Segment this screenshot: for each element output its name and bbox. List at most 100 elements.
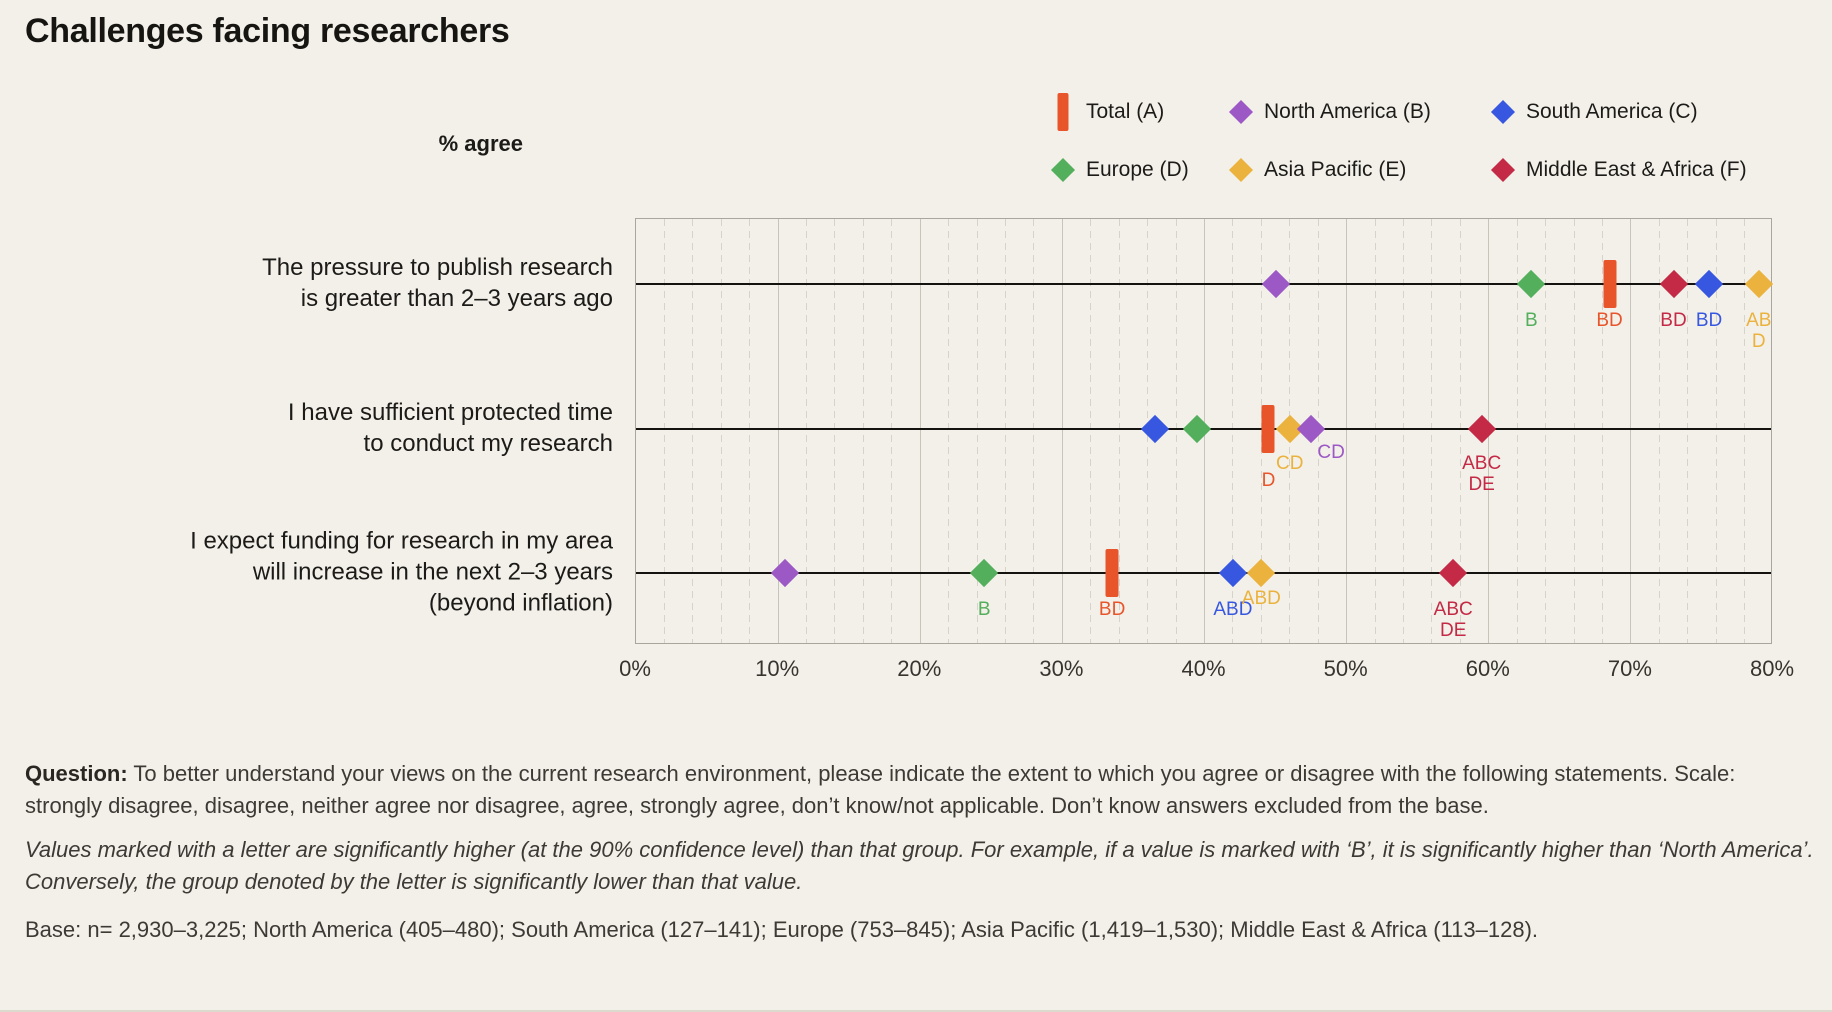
gridline-minor [720,219,722,643]
x-tick-label-0pct: 0% [619,656,651,681]
marker-diamond-F-row3 [1439,558,1468,588]
x-tick-label-30pct: 30% [1039,656,1084,681]
legend-swatch-shape [1228,99,1254,125]
chart-title: Challenges facing researchers [25,12,510,50]
significance-label: D [1261,470,1276,491]
legend-item-E: Asia Pacific (E) [1228,145,1490,195]
gridline-minor [1658,219,1660,643]
total-bar-swatch-icon [1050,93,1076,131]
legend-swatch-shape [1490,99,1516,125]
gridline-minor [1601,219,1603,643]
significance-label: ABC DE [1462,453,1502,495]
marker-total-bar-row3 [1105,549,1119,597]
gridline-major [1346,219,1348,643]
significance-label: BD [1695,310,1723,331]
gridline-minor [1260,219,1262,643]
gridline-minor [1431,219,1433,643]
row-label-1: The pressure to publish research is great… [262,254,613,312]
gridline-major [919,219,921,643]
row-label-2: I have sufficient protected time to condu… [287,399,613,457]
question-label: Question: [25,761,128,786]
legend-item-D: Europe (D) [1050,145,1228,195]
diamond-swatch-icon [1050,157,1076,183]
gridline-minor [1715,219,1717,643]
significance-label: AB D [1746,310,1772,352]
legend-swatch-shape [1050,157,1076,183]
gridline-minor [862,219,864,643]
diamond-swatch-icon [1490,157,1516,183]
significance-label: CD [1276,453,1304,474]
significance-label: ABD [1241,588,1281,609]
marker-diamond-E-row1 [1744,269,1773,299]
marker-diamond-D-row3 [970,558,999,588]
gridline-minor [1005,219,1007,643]
significance-label: B [1525,310,1538,331]
marker-diamond-C-row3 [1218,558,1248,588]
question-text: To better understand your views on the c… [25,761,1736,818]
marker-total-bar-row2 [1261,405,1275,453]
x-tick-label-20pct: 20% [897,656,942,681]
plot-area: B BD BD BD AB D D CD CD ABC DE B BD ABD ABD ABC DE [635,218,1773,644]
statement-baseline-1 [636,283,1771,285]
marker-diamond-C-row2 [1140,414,1169,444]
marker-diamond-B-row2 [1296,414,1326,444]
legend-label: North America (B) [1264,100,1431,123]
gridline-major [1630,219,1632,643]
gridline-minor [663,219,665,643]
gridline-minor [1402,219,1404,643]
marker-diamond-D-row2 [1183,414,1212,444]
row-label-3: I expect funding for research in my area… [190,527,613,617]
gridline-major [777,219,779,643]
significance-label: ABD [1213,599,1253,620]
legend-label: Asia Pacific (E) [1264,158,1407,181]
diamond-swatch-icon [1490,99,1516,125]
marker-diamond-F-row1 [1659,269,1688,299]
significance-note: Values marked with a letter are signific… [25,837,1814,894]
significance-label: ABC DE [1433,599,1473,641]
marker-total-bar-row1 [1603,260,1617,308]
base-note: Base: n= 2,930–3,225; North America (405… [25,917,1539,942]
gridline-minor [1573,219,1575,643]
legend-label: South America (C) [1526,100,1698,123]
statement-baseline-3 [636,572,1771,574]
legend-label: Europe (D) [1086,158,1189,181]
gridline-minor [1033,219,1035,643]
significance-label: BD [1596,310,1623,331]
significance-label: BD [1098,599,1126,620]
question-note: Question: To better understand your view… [25,758,1817,821]
gridline-minor [1687,219,1689,643]
significance-label: BD [1660,310,1687,331]
gridline-minor [1516,219,1518,643]
gridline-minor [1090,219,1092,643]
legend-label: Total (A) [1086,100,1165,123]
footer-notes: Question: To better understand your view… [25,758,1817,959]
gridline-minor [1175,219,1177,643]
gridline-minor [948,219,950,643]
marker-diamond-E-row3 [1247,558,1276,588]
gridline-minor [1459,219,1461,643]
legend-item-B: North America (B) [1228,87,1490,137]
gridline-major [1061,219,1063,643]
marker-diamond-B-row1 [1261,269,1290,299]
legend-item-C: South America (C) [1490,87,1832,137]
gridline-minor [1545,219,1547,643]
marker-diamond-C-row1 [1694,269,1724,299]
x-tick-label-70pct: 70% [1607,656,1652,681]
legend-swatch-shape [1228,157,1254,183]
marker-diamond-B-row3 [771,558,800,588]
x-tick-label-50pct: 50% [1323,656,1368,681]
legend-item-F: Middle East & Africa (F) [1490,145,1832,195]
gridline-minor [692,219,694,643]
x-tick-label-40pct: 40% [1181,656,1226,681]
gridline-minor [1744,219,1746,643]
bottom-edge-divider [0,1010,1832,1012]
legend-label: Middle East & Africa (F) [1526,158,1747,181]
chart-legend: Total (A) North America (B) South America … [1050,87,1832,195]
gridline-minor [1232,219,1234,643]
significance-label: CD [1317,442,1345,463]
legend-swatch-shape [1057,93,1069,131]
gridline-minor [1118,219,1120,643]
legend-swatch-shape [1490,157,1516,183]
marker-diamond-F-row2 [1467,414,1496,444]
